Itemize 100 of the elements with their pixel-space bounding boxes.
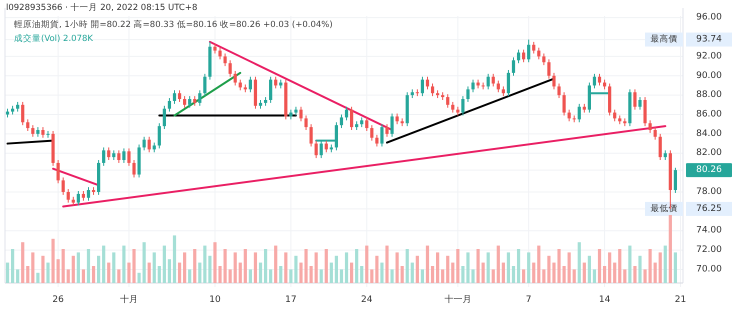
bar <box>426 246 430 283</box>
candlestick <box>344 106 348 121</box>
y-tick-label: 96.00 <box>696 12 722 23</box>
bar <box>274 246 278 283</box>
candlestick <box>172 90 176 104</box>
candlestick <box>178 90 182 102</box>
candlestick <box>420 76 424 97</box>
candlestick <box>269 76 272 104</box>
bar <box>598 249 602 283</box>
bar <box>522 269 526 283</box>
bar <box>41 256 45 283</box>
bar <box>299 262 303 283</box>
bar <box>122 246 126 283</box>
candlestick <box>193 96 196 106</box>
x-tick-label: 17 <box>285 295 297 305</box>
bar <box>466 252 470 283</box>
candlestick <box>26 118 30 132</box>
x-tick-label: 26 <box>52 295 64 305</box>
candlestick <box>532 41 536 54</box>
bar <box>582 262 586 283</box>
bar <box>218 266 222 283</box>
candlestick <box>86 186 90 202</box>
bar <box>476 249 480 283</box>
bar <box>127 262 131 283</box>
candlestick <box>188 96 192 108</box>
bar <box>592 269 596 283</box>
candlestick <box>370 124 374 142</box>
candlestick <box>152 142 156 153</box>
candlestick <box>396 113 399 125</box>
candlestick <box>385 124 389 138</box>
bar <box>213 242 217 283</box>
candlestick <box>512 56 516 76</box>
bar <box>188 269 192 283</box>
candlestick <box>430 83 434 97</box>
bar <box>51 238 55 283</box>
x-tick-label: 十一月 <box>444 294 472 305</box>
candlestick <box>198 90 202 106</box>
candlestick <box>674 167 678 194</box>
bar <box>400 266 404 283</box>
candlestick <box>274 76 278 89</box>
bar <box>284 252 288 283</box>
candlestick <box>390 113 394 138</box>
candlestick <box>506 69 510 97</box>
candlestick <box>562 92 566 116</box>
bar <box>142 242 146 283</box>
bar <box>390 269 394 283</box>
bar <box>588 256 591 283</box>
candlestick <box>380 124 384 147</box>
bar <box>643 269 647 283</box>
y-tick-label: 78.00 <box>696 186 722 197</box>
candlestick <box>62 176 65 196</box>
bar <box>137 272 141 283</box>
bar <box>269 269 272 283</box>
bar <box>46 262 50 283</box>
candlestick <box>537 47 540 60</box>
bar <box>578 242 581 283</box>
candlestick <box>148 136 151 153</box>
bar <box>117 269 120 283</box>
bar <box>254 252 258 283</box>
candlestick <box>633 88 637 110</box>
bar <box>112 252 116 283</box>
bar <box>310 266 313 283</box>
candlestick <box>664 150 667 161</box>
candlestick <box>223 53 227 67</box>
bar <box>562 266 566 283</box>
bar <box>193 249 196 283</box>
candlestick <box>654 126 657 140</box>
candlestick <box>158 122 161 149</box>
bar <box>664 246 667 283</box>
candlestick <box>324 140 328 153</box>
candlestick <box>218 47 222 60</box>
annotation: 最高價 <box>650 34 678 45</box>
candlestick <box>122 148 126 164</box>
candlestick <box>527 39 530 63</box>
bar <box>633 266 637 283</box>
y-tick-label: 70.00 <box>696 264 722 274</box>
candlestick <box>592 73 596 89</box>
y-tick-label: 76.25 <box>696 204 722 214</box>
bar <box>208 256 212 283</box>
candlestick <box>107 146 110 161</box>
candlestick <box>238 79 242 91</box>
bar <box>279 266 282 283</box>
bar <box>355 249 358 283</box>
candlestick <box>547 58 551 80</box>
bar <box>506 252 510 283</box>
x-tick-label: 7 <box>526 295 532 305</box>
y-tick-label: 92.00 <box>696 51 722 62</box>
text: 輕原油期貨, 1小時 開=80.22 高=80.33 低=80.16 收=80.26 +0.03 (+0.04%) <box>14 19 333 30</box>
bar <box>82 269 86 283</box>
x-tick-label: 十月 <box>120 294 138 305</box>
y-tick-label: 88.00 <box>696 90 722 100</box>
candlestick <box>56 160 60 184</box>
candlestick <box>638 96 642 110</box>
bar <box>107 262 110 283</box>
bar <box>289 269 292 283</box>
candlestick <box>183 96 186 108</box>
bar <box>168 259 172 283</box>
candlestick <box>365 116 368 132</box>
y-tick-label: 84.00 <box>696 128 722 139</box>
candlestick <box>76 190 80 206</box>
